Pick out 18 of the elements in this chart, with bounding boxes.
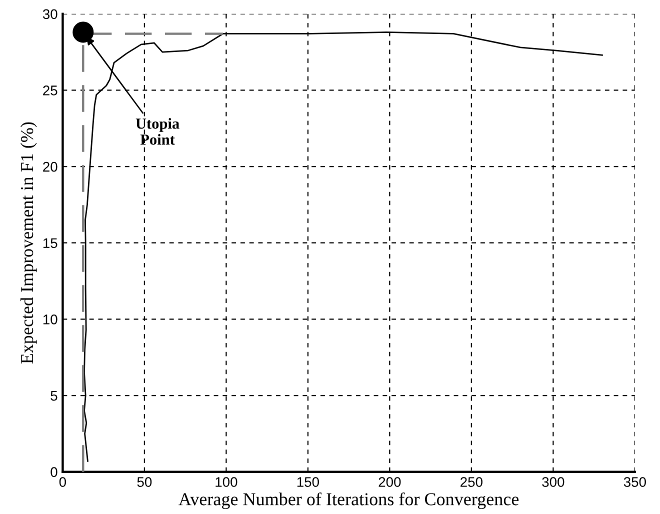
y-tick-label: 30	[42, 9, 58, 20]
x-tick-label: 100	[216, 477, 238, 487]
y-tick-label: 10	[43, 314, 58, 324]
x-tick-label: 150	[297, 477, 319, 487]
y-tick-label: 5	[50, 391, 58, 401]
x-tick-label: 350	[624, 477, 646, 487]
x-tick-label: 300	[542, 477, 564, 487]
y-tick-label: 25	[43, 86, 58, 96]
x-axis-title: Average Number of Iterations for Convergence	[178, 492, 519, 510]
y-axis-title: Expected Improvement in F1 (%)	[20, 122, 37, 364]
x-tick-label: 250	[460, 477, 482, 487]
y-tick-label: 0	[50, 467, 58, 478]
y-tick-label: 15	[43, 238, 58, 248]
y-tick-label: 20	[43, 162, 58, 172]
x-tick-label: 200	[378, 477, 401, 487]
x-tick-label: 50	[137, 477, 152, 487]
annotation: Utopia Point	[136, 118, 180, 145]
x-tick-label: 0	[59, 477, 66, 487]
